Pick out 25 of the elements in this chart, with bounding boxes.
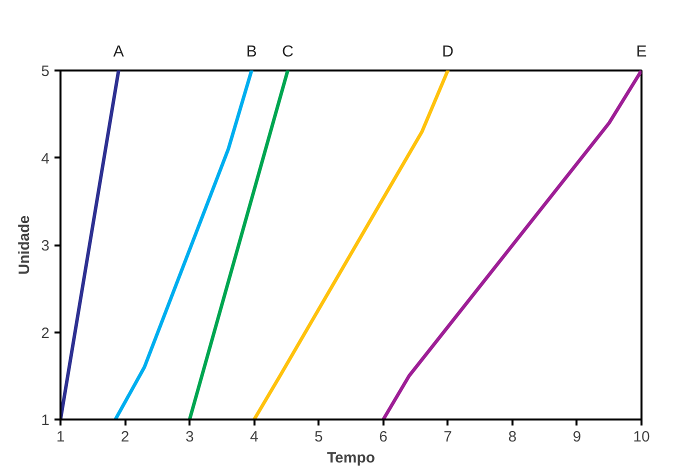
- line-series: [114, 70, 254, 420]
- x-tick-label: 1: [56, 428, 65, 446]
- x-tick-label: 3: [185, 428, 194, 446]
- y-tick-label: 3: [41, 238, 50, 254]
- y-tick-label: 5: [41, 63, 50, 80]
- x-tick-label: 9: [572, 428, 582, 446]
- x-tick-label: 6: [379, 428, 388, 446]
- line-series: [252, 70, 450, 420]
- x-axis-title: Tempo: [326, 450, 376, 466]
- x-tick-label: 8: [508, 428, 517, 446]
- y-tick-label: 2: [41, 324, 50, 342]
- line-series: [382, 70, 642, 420]
- x-tick-label: 2: [120, 428, 130, 446]
- series-label: B: [246, 44, 257, 60]
- series-label: D: [442, 44, 454, 60]
- series-label: C: [282, 44, 294, 60]
- series-label: E: [636, 44, 647, 60]
- x-tick-label: 5: [314, 428, 323, 446]
- series-label: A: [113, 44, 124, 60]
- y-axis-title: Unidade: [16, 215, 34, 275]
- x-tick-label: 10: [633, 428, 650, 446]
- x-tick-label: 4: [250, 428, 258, 446]
- x-tick-label: 7: [444, 428, 452, 446]
- y-tick-label: 4: [41, 150, 50, 168]
- y-tick-label: 1: [41, 412, 50, 429]
